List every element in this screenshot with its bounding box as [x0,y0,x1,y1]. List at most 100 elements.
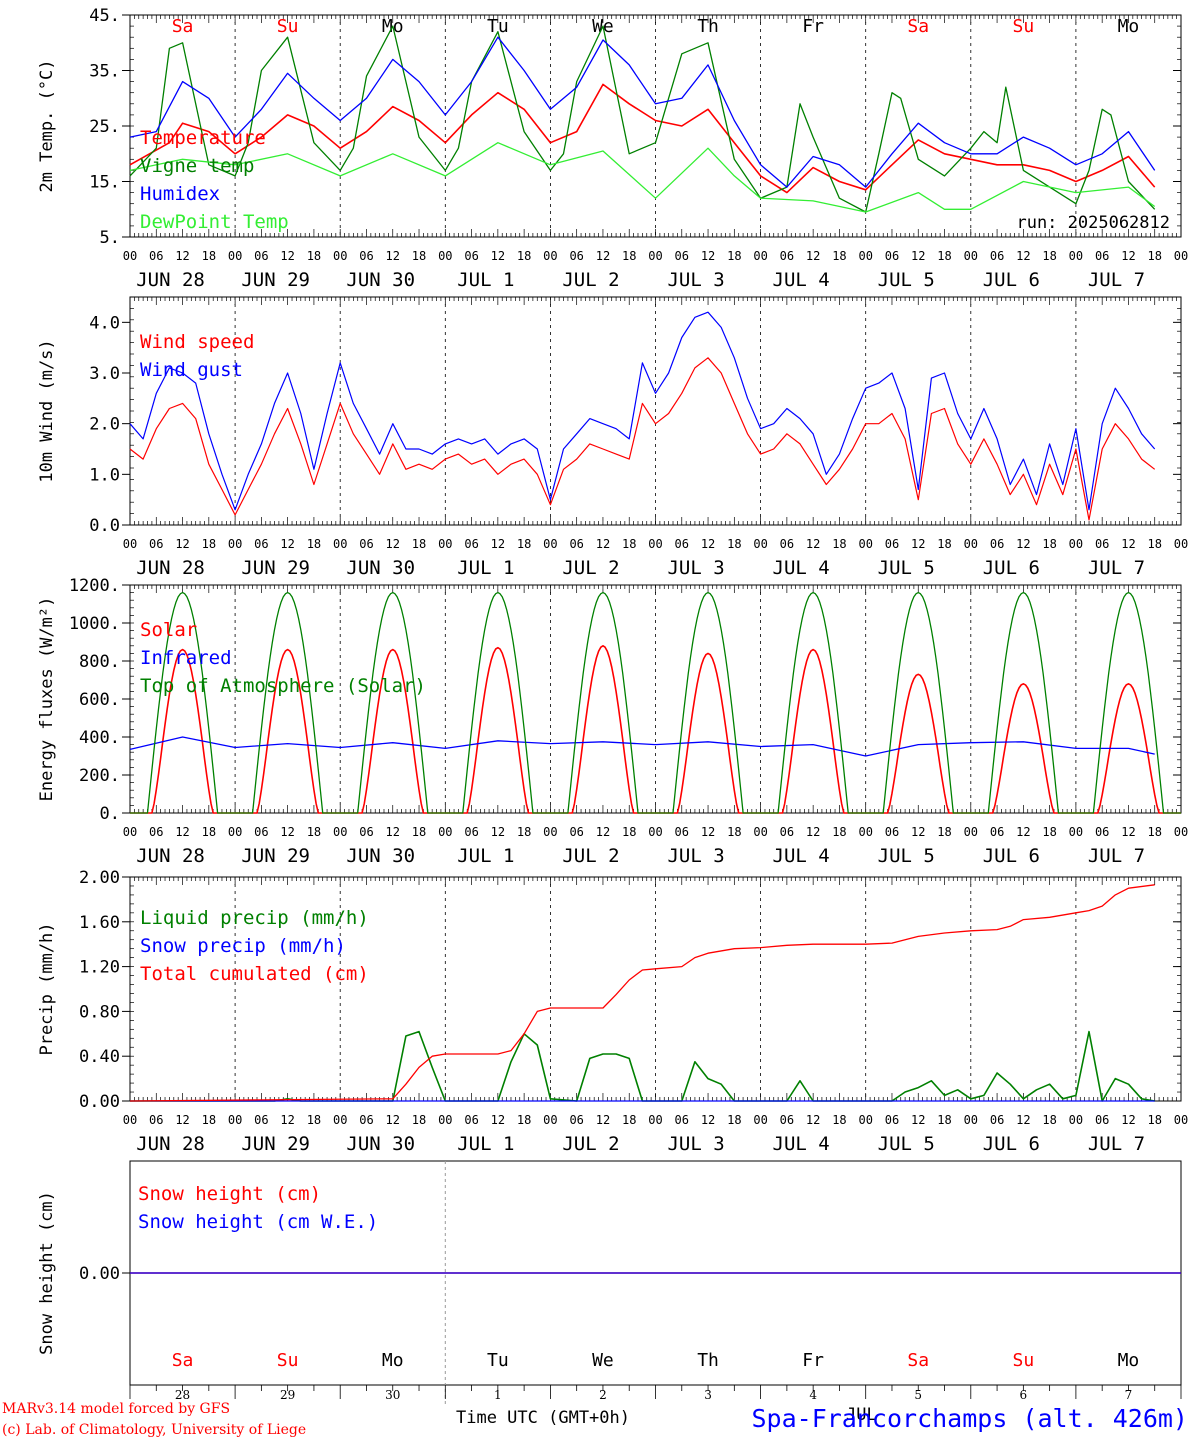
hour-tick-label: 00 [228,249,242,263]
hour-tick-label: 00 [1174,249,1188,263]
hour-tick-label: 00 [648,537,662,551]
y-axis-label: Energy fluxes (W/m²) [37,597,57,802]
hour-tick-label: 12 [175,1113,189,1127]
hour-tick-label: 00 [858,537,872,551]
legend-entry: Temperature [140,127,266,149]
day-label: JUN 29 [241,269,310,291]
hour-tick-label: 00 [438,537,452,551]
hour-tick-label: 12 [596,249,610,263]
day-label: JUN 28 [136,1133,205,1155]
day-label: JUL 2 [562,1133,619,1155]
day-label: JUL 3 [667,1133,724,1155]
y-tick-label: 1.60 [79,913,120,933]
hour-tick-label: 06 [359,537,373,551]
hour-tick-label: 18 [622,249,636,263]
weekday-label: Su [1013,16,1035,37]
y-tick-label: 4.0 [89,313,120,333]
hour-tick-label: 12 [911,825,925,839]
day-label: JUL 1 [457,845,514,867]
hour-tick-label: 12 [596,1113,610,1127]
hour-tick-label: 12 [806,825,820,839]
day-label: JUN 28 [136,845,205,867]
hour-tick-label: 06 [464,825,478,839]
hour-tick-label: 00 [123,1113,137,1127]
hour-tick-label: 06 [569,825,583,839]
hour-tick-label: 00 [964,537,978,551]
hour-tick-label: 18 [727,825,741,839]
hour-tick-label: 00 [438,249,452,263]
weekday-label: Sa [172,1350,194,1371]
y-tick-label: 35. [89,62,120,82]
hour-tick-label: 12 [386,1113,400,1127]
hour-tick-label: 06 [1095,249,1109,263]
hour-tick-label: 12 [806,1113,820,1127]
weekday-label: We [592,1350,614,1371]
hour-tick-label: 06 [464,537,478,551]
legend-entry: Vigne temp [140,155,254,177]
hour-tick-label: 00 [858,1113,872,1127]
hour-tick-label: 18 [937,825,951,839]
hour-tick-label: 18 [1042,825,1056,839]
y-axis-label: 10m Wind (m/s) [37,339,57,482]
weekday-label: Mo [1118,16,1140,37]
day-label: JUL 4 [773,557,830,579]
y-tick-label: 0.40 [79,1047,120,1067]
hour-tick-label: 18 [412,1113,426,1127]
weekday-label: Su [1013,1350,1035,1371]
hour-tick-label: 18 [832,825,846,839]
legend-entry: Top of Atmosphere (Solar) [140,675,426,697]
hour-tick-label: 06 [359,249,373,263]
hour-tick-label: 18 [1147,249,1161,263]
hour-tick-label: 06 [254,249,268,263]
hour-tick-label: 18 [727,1113,741,1127]
day-label: JUL 3 [667,269,724,291]
weekday-label: Mo [382,1350,404,1371]
hour-tick-label: 06 [1095,537,1109,551]
y-tick-label: 0.0 [89,516,120,536]
day-label: JUL 5 [878,1133,935,1155]
weekday-label: Mo [1118,1350,1140,1371]
legend-entry: DewPoint Temp [140,211,289,233]
hour-tick-label: 00 [648,1113,662,1127]
hour-tick-label: 00 [1174,825,1188,839]
hour-tick-label: 06 [780,825,794,839]
hour-tick-label: 00 [543,249,557,263]
y-tick-label: 1200. [69,576,120,596]
hour-tick-label: 12 [596,537,610,551]
hour-tick-label: 06 [990,249,1004,263]
hour-tick-label: 00 [1069,537,1083,551]
weekday-label: Su [277,1350,299,1371]
hour-tick-label: 18 [1042,249,1056,263]
hour-tick-label: 18 [202,1113,216,1127]
day-label: JUL 7 [1088,557,1145,579]
day-label: JUL 6 [983,1133,1040,1155]
y-tick-label: 1000. [69,614,120,634]
hour-tick-label: 00 [858,825,872,839]
day-label: JUN 30 [346,557,415,579]
hour-tick-label: 00 [648,249,662,263]
hour-tick-label: 12 [806,537,820,551]
y-axis-label: Precip (mm/h) [37,922,57,1055]
hour-tick-label: 00 [543,537,557,551]
hour-tick-label: 12 [1121,249,1135,263]
legend-entry: Snow precip (mm/h) [140,935,346,957]
hour-tick-label: 06 [464,1113,478,1127]
panel-5: 28 29 30 1 2 3 4 5 6 7 0.00 Snow height (cm) Sa Su Mo T… [37,1160,1182,1405]
hour-tick-label: 18 [1042,1113,1056,1127]
y-tick-label: 0. [100,804,120,824]
weekday-label: Su [277,16,299,37]
y-tick-label: 400. [79,728,120,748]
weekday-label: Sa [172,16,194,37]
hour-tick-label: 18 [517,1113,531,1127]
series-line-top-of-atmosphere-solar- [130,591,1181,814]
series-group [129,884,1155,1102]
hour-tick-label: 18 [622,537,636,551]
day-number-label: 7 [1125,1388,1133,1402]
hour-tick-label: 06 [675,537,689,551]
hour-tick-label: 12 [911,249,925,263]
hour-tick-label: 00 [964,1113,978,1127]
hour-tick-label: 06 [149,249,163,263]
hour-tick-label: 06 [780,249,794,263]
hour-tick-label: 18 [1147,825,1161,839]
day-label: JUL 1 [457,269,514,291]
